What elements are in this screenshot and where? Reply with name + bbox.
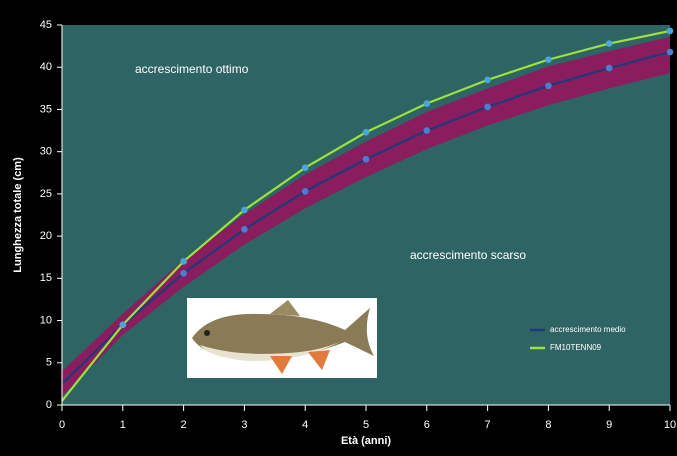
marker xyxy=(545,56,552,63)
x-tick-label: 5 xyxy=(363,419,369,431)
legend-label: FM10TENN09 xyxy=(550,343,602,352)
annotation: accrescimento scarso xyxy=(410,248,526,262)
marker xyxy=(362,155,370,163)
marker xyxy=(423,127,431,134)
y-tick-label: 25 xyxy=(40,188,52,200)
x-tick-label: 2 xyxy=(181,419,187,431)
marker xyxy=(241,226,248,233)
marker xyxy=(666,48,674,56)
marker xyxy=(362,128,370,136)
marker xyxy=(605,40,613,47)
marker xyxy=(180,258,187,265)
marker xyxy=(666,27,674,35)
marker xyxy=(301,188,309,195)
marker xyxy=(301,164,309,172)
marker xyxy=(484,103,491,111)
marker xyxy=(423,100,431,107)
y-tick-label: 45 xyxy=(40,19,52,31)
y-tick-label: 5 xyxy=(46,357,52,369)
y-tick-label: 40 xyxy=(40,61,52,73)
marker xyxy=(180,269,187,277)
y-axis-title: Lunghezza totale (cm) xyxy=(12,157,24,273)
x-tick-label: 6 xyxy=(424,419,430,431)
y-tick-label: 30 xyxy=(40,146,52,158)
x-tick-label: 4 xyxy=(302,419,308,431)
y-tick-label: 20 xyxy=(40,230,52,242)
fish-image xyxy=(187,298,377,378)
y-tick-label: 15 xyxy=(40,272,52,284)
x-tick-label: 8 xyxy=(545,419,551,431)
x-tick-label: 9 xyxy=(606,419,612,431)
x-tick-label: 10 xyxy=(664,419,676,431)
marker xyxy=(545,82,552,90)
legend-label: accrescimento medio xyxy=(550,325,626,334)
x-tick-label: 0 xyxy=(59,419,65,431)
marker xyxy=(241,206,248,214)
y-tick-label: 0 xyxy=(46,399,52,411)
y-tick-label: 35 xyxy=(40,103,52,115)
x-tick-label: 7 xyxy=(485,419,491,431)
x-axis-title: Età (anni) xyxy=(341,435,391,447)
x-tick-label: 1 xyxy=(120,419,126,431)
marker xyxy=(605,64,613,72)
x-tick-label: 3 xyxy=(241,419,247,431)
y-tick-label: 10 xyxy=(40,314,52,326)
marker xyxy=(484,76,491,84)
legend: accrescimento medio FM10TENN09 xyxy=(530,325,626,352)
annotation: accrescimento ottimo xyxy=(135,62,249,76)
band xyxy=(62,36,670,397)
marker xyxy=(119,321,127,329)
